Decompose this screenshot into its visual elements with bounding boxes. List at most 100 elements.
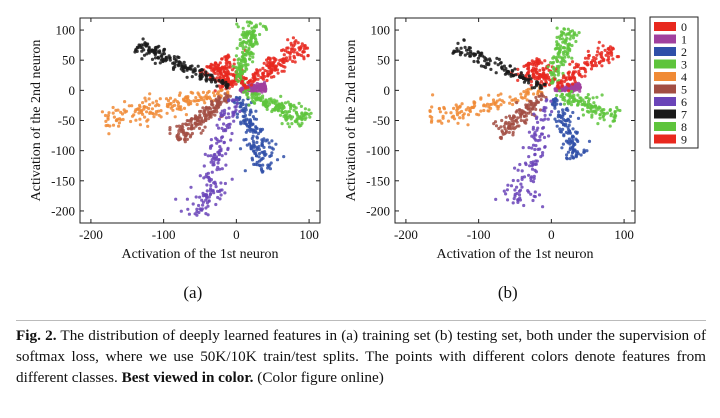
data-point [234,71,238,75]
data-point [197,126,202,130]
data-point [306,54,310,58]
data-point [594,109,598,113]
data-point [537,193,542,197]
data-point [524,91,528,95]
panel-label: (b) [498,283,518,302]
data-point [490,102,494,106]
data-point [280,122,284,126]
data-point [269,161,273,165]
data-point [240,65,244,69]
data-point [242,90,246,94]
data-point [213,113,217,117]
data-point [230,80,234,84]
data-point [255,135,259,139]
data-point [495,56,499,61]
data-point [287,51,291,55]
data-point [217,95,221,99]
data-point [541,205,545,209]
data-point [205,189,209,193]
data-point [539,94,544,98]
data-point [578,86,582,90]
data-point [513,188,517,192]
caption-label: Fig. 2. [16,327,57,344]
data-point [199,68,203,72]
data-point [205,183,209,187]
data-point [533,162,537,166]
data-point [156,50,160,54]
data-point [123,110,127,114]
data-point [546,65,550,69]
data-point [280,48,284,53]
data-point [527,155,531,159]
data-point [241,82,245,87]
data-point [555,93,559,97]
data-point [521,73,525,78]
data-point [561,108,565,112]
data-point [577,30,581,35]
data-point [300,112,304,116]
data-point [532,101,536,105]
data-point [266,74,270,78]
data-point [567,46,571,51]
data-point [198,195,202,199]
data-point [527,74,532,78]
data-point [238,74,242,78]
data-point [197,98,201,103]
data-point [205,65,209,69]
data-point [513,67,517,71]
data-point [555,89,559,93]
data-point [572,96,576,100]
data-point [235,46,239,50]
data-point [520,169,524,173]
data-point [573,148,577,152]
data-point [254,126,258,130]
data-point [247,46,251,50]
data-point [268,167,272,171]
chart-panel-b: -200 -100 0 100100500-50-100-150-200Activat… [344,16,699,302]
data-point [186,127,190,131]
data-point [259,167,264,171]
data-point [600,93,604,97]
data-point [218,61,222,65]
data-point [271,108,275,112]
data-point [587,97,592,101]
data-point [108,124,112,128]
data-point [466,51,470,56]
data-point [576,152,581,156]
data-point [248,57,252,61]
legend-label-6: 6 [681,95,687,109]
data-point [185,75,189,79]
data-point [273,68,277,72]
data-point [460,109,464,114]
data-point [153,56,158,60]
data-point [498,98,502,102]
data-point [531,180,536,184]
data-point [198,109,202,114]
data-point [542,135,547,140]
data-point [556,42,560,46]
data-point [250,86,255,90]
data-point [567,123,571,127]
data-point [568,37,572,41]
data-point [556,68,560,72]
data-point [206,213,210,217]
data-point [214,185,218,189]
data-point [238,67,242,71]
data-point [254,151,258,155]
data-point [496,63,500,67]
data-point [189,133,193,137]
data-point [581,108,585,112]
legend-label-8: 8 [681,120,687,134]
data-point [219,193,223,197]
data-point [238,147,243,151]
data-point [134,48,138,52]
data-point [262,145,266,149]
data-point [145,110,149,114]
data-point [295,118,299,122]
data-point [206,154,210,158]
data-point [229,138,233,142]
data-point [253,83,258,87]
data-point [244,62,248,66]
data-point [556,115,560,119]
data-point [538,108,543,112]
